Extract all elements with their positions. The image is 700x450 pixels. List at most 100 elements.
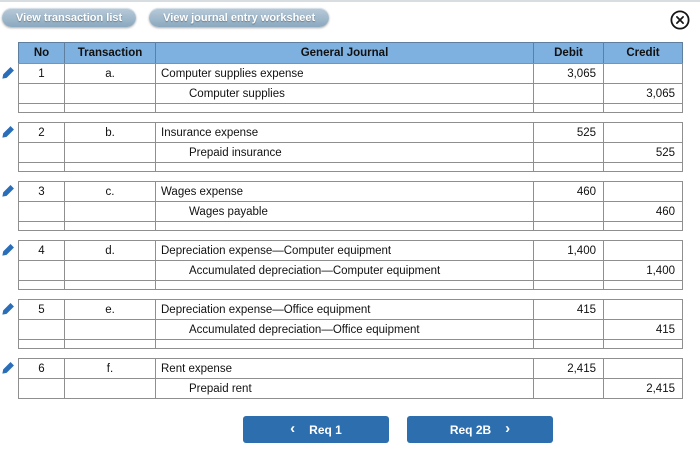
journal-entry-table: 3 c. Wages expense 460 Wages payable 460 [18,181,683,231]
credit-amount-cell: 3,065 [603,83,683,104]
toolbar: View transaction list View journal entry… [2,8,330,27]
debit-amount-cell: 3,065 [533,63,604,84]
entry-transaction-cell [64,378,156,399]
chevron-right-icon: › [505,420,511,437]
col-header-no: No [18,42,65,64]
col-header-transaction: Transaction [64,42,156,64]
credit-amount-cell [603,63,683,84]
debit-amount-cell: 415 [533,299,604,320]
credit-amount-cell [603,122,683,143]
credit-amount-cell [603,299,683,320]
req-1-button[interactable]: ‹ Req 1 [243,416,389,443]
account-title-cell: Depreciation expense—Office equipment [155,299,534,320]
entry-no-cell [18,260,65,281]
account-title-cell: Insurance expense [155,122,534,143]
blank-spacer-row [18,103,683,113]
blank-spacer-row [18,162,683,172]
debit-amount-cell: 2,415 [533,358,604,379]
close-icon[interactable] [669,9,691,31]
entry-no-cell: 2 [18,122,65,143]
req-2b-button[interactable]: Req 2B › [407,416,553,443]
entry-transaction-cell: f. [64,358,156,379]
credit-amount-cell [603,358,683,379]
edit-pencil-icon[interactable] [1,243,15,257]
blank-spacer-row [18,221,683,231]
account-title-cell: Accumulated depreciation—Office equipmen… [155,319,534,340]
account-title-cell: Depreciation expense—Computer equipment [155,240,534,261]
edit-pencil-icon[interactable] [1,184,15,198]
journal-entry: 6 f. Rent expense 2,415 Prepaid rent 2,4… [2,358,683,399]
entry-no-cell: 3 [18,181,65,202]
account-title-cell: Wages payable [155,201,534,222]
entry-transaction-cell [64,83,156,104]
journal-entry: 3 c. Wages expense 460 Wages payable 460 [2,181,683,231]
journal-entry-table: 5 e. Depreciation expense—Office equipme… [18,299,683,349]
entry-transaction-cell: d. [64,240,156,261]
account-title-cell: Prepaid insurance [155,142,534,163]
blank-spacer-row [18,280,683,290]
account-title-cell: Rent expense [155,358,534,379]
journal-entry-table: 2 b. Insurance expense 525 Prepaid insur… [18,122,683,172]
journal-header-row: No Transaction General Journal Debit Cre… [18,42,683,64]
debit-amount-cell [533,83,604,104]
entry-no-cell [18,378,65,399]
entry-no-cell [18,142,65,163]
req-2b-label: Req 2B [449,422,492,437]
entry-transaction-cell: e. [64,299,156,320]
view-transaction-list-button[interactable]: View transaction list [2,8,137,27]
debit-amount-cell [533,260,604,281]
entry-no-cell: 5 [18,299,65,320]
edit-pencil-icon[interactable] [1,302,15,316]
journal-entries: 1 a. Computer supplies expense 3,065 Com… [2,63,683,399]
credit-amount-cell: 415 [603,319,683,340]
entry-no-cell: 4 [18,240,65,261]
debit-amount-cell: 460 [533,181,604,202]
journal-entry: 1 a. Computer supplies expense 3,065 Com… [2,63,683,113]
credit-amount-cell: 2,415 [603,378,683,399]
entry-no-cell [18,201,65,222]
journal-area: No Transaction General Journal Debit Cre… [2,42,683,399]
requirement-nav: ‹ Req 1 Req 2B › [243,416,553,443]
blank-spacer-row [18,339,683,349]
entry-no-cell: 6 [18,358,65,379]
account-title-cell: Accumulated depreciation—Computer equipm… [155,260,534,281]
edit-pencil-icon[interactable] [1,125,15,139]
entry-no-cell [18,319,65,340]
credit-amount-cell: 460 [603,201,683,222]
journal-entry-table: 6 f. Rent expense 2,415 Prepaid rent 2,4… [18,358,683,399]
entry-no-cell [18,83,65,104]
journal-entry: 5 e. Depreciation expense—Office equipme… [2,299,683,349]
col-header-credit: Credit [603,42,683,64]
journal-entry-table: 1 a. Computer supplies expense 3,065 Com… [18,63,683,113]
edit-pencil-icon[interactable] [1,66,15,80]
entry-transaction-cell: b. [64,122,156,143]
entry-transaction-cell: a. [64,63,156,84]
debit-amount-cell [533,378,604,399]
view-journal-entry-worksheet-button[interactable]: View journal entry worksheet [149,8,330,27]
req-1-label: Req 1 [309,422,342,437]
entry-transaction-cell [64,201,156,222]
credit-amount-cell [603,181,683,202]
account-title-cell: Computer supplies expense [155,63,534,84]
debit-amount-cell [533,319,604,340]
journal-entry-table: 4 d. Depreciation expense—Computer equip… [18,240,683,290]
journal-entry: 4 d. Depreciation expense—Computer equip… [2,240,683,290]
credit-amount-cell: 1,400 [603,260,683,281]
credit-amount-cell [603,240,683,261]
debit-amount-cell [533,142,604,163]
account-title-cell: Prepaid rent [155,378,534,399]
edit-pencil-icon[interactable] [1,361,15,375]
col-header-general-journal: General Journal [155,42,534,64]
journal-entry: 2 b. Insurance expense 525 Prepaid insur… [2,122,683,172]
debit-amount-cell [533,201,604,222]
account-title-cell: Computer supplies [155,83,534,104]
credit-amount-cell: 525 [603,142,683,163]
chevron-left-icon: ‹ [290,420,296,437]
account-title-cell: Wages expense [155,181,534,202]
entry-no-cell: 1 [18,63,65,84]
debit-amount-cell: 525 [533,122,604,143]
debit-amount-cell: 1,400 [533,240,604,261]
entry-transaction-cell [64,260,156,281]
entry-transaction-cell [64,319,156,340]
entry-transaction-cell: c. [64,181,156,202]
